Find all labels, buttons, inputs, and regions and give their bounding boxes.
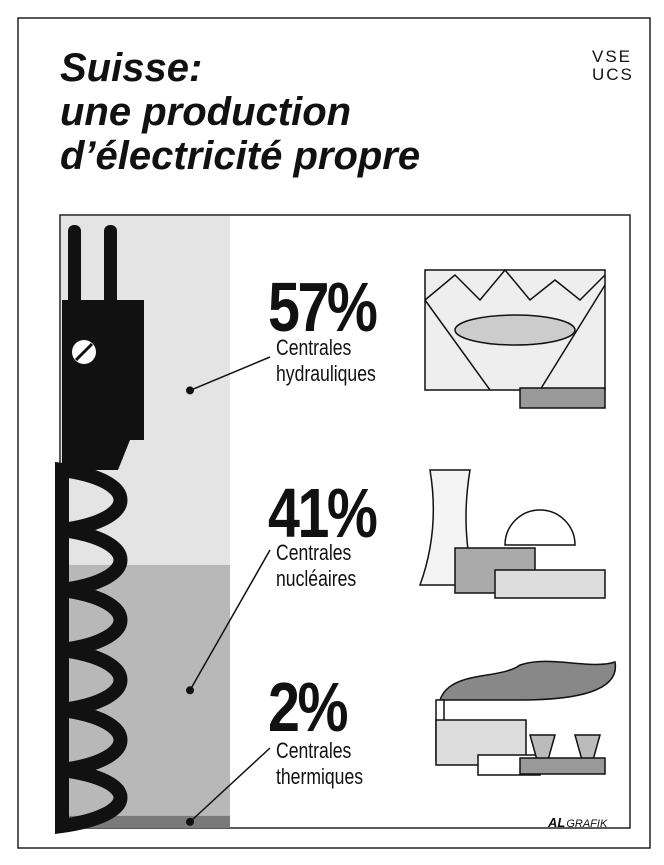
- dam-illustration: [425, 270, 605, 408]
- logo-line: VSE: [592, 48, 634, 66]
- series-label: Centrales thermiques: [276, 738, 388, 790]
- infographic: Suisse: une production d’électricité pro…: [0, 0, 664, 865]
- series-label: Centrales nucléaires: [276, 540, 388, 592]
- value-label: 2%: [268, 672, 346, 742]
- title: Suisse: une production d’électricité pro…: [60, 46, 420, 178]
- value-label: 57%: [268, 272, 376, 342]
- credit-text: GRAFIK: [566, 818, 607, 830]
- logo-line: UCS: [592, 66, 634, 84]
- title-line: d’électricité propre: [60, 134, 420, 178]
- series-label: Centrales hydrauliques: [276, 335, 388, 387]
- value-label: 41%: [268, 478, 376, 548]
- title-line: une production: [60, 90, 420, 134]
- thermal-illustration: [436, 661, 615, 775]
- nuclear-illustration: [420, 470, 605, 598]
- title-line: Suisse:: [60, 46, 420, 90]
- credit: ALGRAFIK: [548, 815, 607, 830]
- logo: VSE UCS: [592, 48, 634, 84]
- credit-logo: AL: [548, 815, 565, 830]
